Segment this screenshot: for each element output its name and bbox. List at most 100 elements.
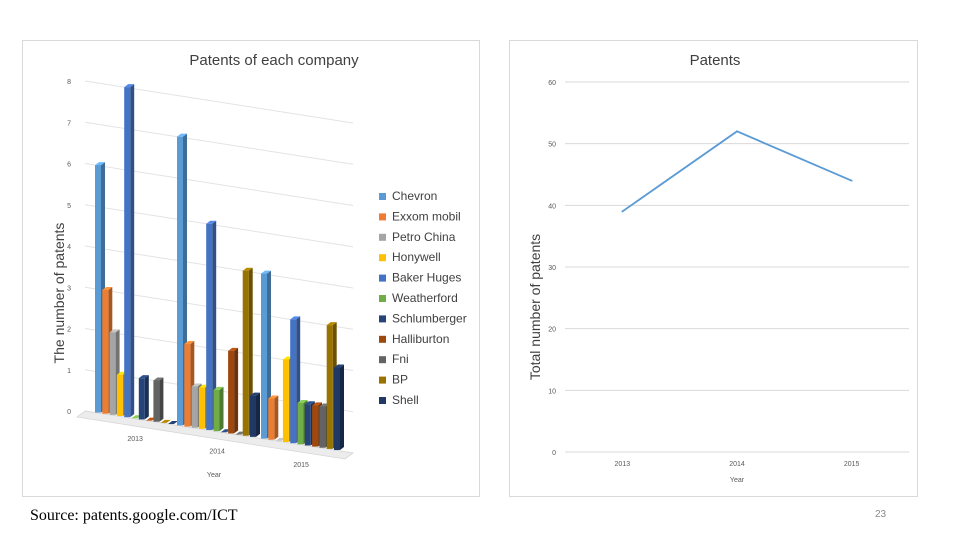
bar-chart-y-tick-label: 6: [67, 162, 71, 169]
line-chart-panel: Patents Total number of patents Year 0 10…: [509, 40, 918, 497]
legend-swatch-chevron: [379, 193, 386, 200]
bar-side-halliburton-2014: [234, 347, 239, 434]
bar-side-shell-2015: [340, 364, 344, 451]
legend-swatch-shell: [379, 397, 386, 404]
bar-side-bp-2014: [248, 267, 253, 436]
bar-side-schlumberger-2013: [144, 375, 149, 420]
bar-top-chevron-2013: [95, 162, 105, 166]
bar-side-exxom-mobil-2015: [274, 395, 279, 440]
bar-top-fni-2013: [153, 377, 164, 381]
bar-top-halliburton-2014: [228, 347, 239, 351]
bar-top-schlumberger-2013: [138, 375, 149, 379]
bar-top-petro-china-2014: [191, 383, 202, 387]
bar-top-weatherford-2015: [297, 400, 308, 404]
line-chart-y-tick-label: 30: [548, 265, 556, 272]
line-chart-y-tick-label: 60: [548, 80, 556, 87]
legend-label-shell: Shell: [392, 393, 419, 407]
line-chart-x-tick-label: 2015: [844, 461, 860, 468]
legend-label-fni: Fni: [392, 352, 409, 366]
bar-top-chevron-2015: [261, 270, 271, 274]
bar-honywell-2015: [282, 359, 289, 443]
bar-top-baker-huges-2013: [124, 84, 135, 88]
bar-side-fni-2013: [159, 377, 164, 422]
bar-chart-x-ticks: 2013 2014 2015: [127, 436, 309, 469]
line-chart-y-tick-label: 20: [548, 327, 556, 334]
bar-top-shell-2014: [250, 392, 260, 396]
bar-top-bp-2013: [160, 419, 171, 423]
bar-weatherford-2014: [213, 389, 220, 432]
line-chart-series: [621, 130, 853, 213]
line-chart-x-ticks: 2013 2014 2015: [615, 461, 860, 468]
bar-chart-y-tick-label: 2: [67, 327, 71, 334]
bar-exxom-mobil-2015: [268, 398, 275, 440]
bar-top-shell-2013: [168, 421, 178, 425]
bar-top-baker-huges-2014: [206, 220, 217, 224]
line-chart-y-ticks: 0 10 20 30 40 50 60: [548, 80, 556, 457]
bar-baker-huges-2015: [290, 319, 297, 444]
bar-chart-x-tick-label: 2015: [293, 462, 309, 469]
bar-exxom-mobil-2014: [184, 344, 191, 427]
bar-chart-panel: Patents of each company The number of pa…: [22, 40, 480, 497]
bar-chart-y-tick-label: 4: [67, 244, 71, 251]
legend-swatch-petro-china: [379, 233, 386, 241]
legend-swatch-halliburton: [379, 335, 386, 343]
bar-chevron-2015: [261, 273, 267, 439]
bar-baker-huges-2013: [124, 87, 131, 418]
bar-honywell-2014: [198, 387, 205, 429]
bar-top-weatherford-2014: [213, 386, 224, 390]
bar-chart-bars: [95, 84, 344, 451]
bar-top-schlumberger-2015: [304, 401, 315, 405]
legend-label-halliburton: Halliburton: [392, 332, 449, 346]
line-point-2014: [736, 130, 738, 133]
line-chart-y-axis-label: Total number of patents: [527, 234, 543, 380]
bar-chart-x-axis-label: Year: [207, 472, 222, 479]
legend-label-honywell: Honywell: [392, 250, 441, 264]
line-chart-x-tick-label: 2014: [729, 461, 745, 468]
bar-chart-y-tick-label: 7: [67, 120, 71, 127]
bar-side-shell-2014: [256, 392, 260, 437]
legend-label-schlumberger: Schlumberger: [392, 311, 467, 325]
bar-shell-2015: [334, 367, 340, 451]
bar-top-chevron-2014: [177, 133, 187, 137]
bar-side-baker-huges-2014: [212, 220, 217, 430]
bar-shell-2014: [250, 395, 256, 437]
bar-top-exxom-mobil-2013: [102, 286, 113, 290]
bar-top-bp-2015: [326, 322, 337, 326]
legend-label-petro-china: Petro China: [392, 230, 456, 244]
bar-side-weatherford-2014: [219, 386, 224, 432]
bar-top-baker-huges-2015: [290, 316, 301, 320]
legend-label-exxom-mobil: Exxom mobil: [392, 209, 461, 223]
legend-swatch-fni: [379, 356, 386, 364]
bar-schlumberger-2015: [304, 404, 311, 446]
bar-honywell-2013: [116, 374, 123, 416]
bar-chart-y-ticks: 0 1 2 3 4 5 6 7 8: [67, 79, 71, 416]
bar-bp-2014: [242, 270, 249, 436]
source-caption: Source: patents.google.com/ICT: [30, 507, 238, 524]
bar-chart-y-tick-label: 3: [67, 285, 71, 292]
bar-chart-y-tick-label: 0: [67, 409, 71, 416]
bar-chart-title: Patents of each company: [189, 52, 359, 69]
bar-top-exxom-mobil-2014: [184, 341, 195, 345]
page-number: 23: [875, 509, 887, 520]
line-chart: Patents Total number of patents Year 0 10…: [527, 52, 909, 484]
legend-swatch-schlumberger: [379, 315, 386, 323]
bar-halliburton-2014: [228, 350, 235, 434]
legend-swatch-bp: [379, 376, 386, 384]
bar-chart-legend: Chevron Exxom mobil Petro China Honywell Bak…: [379, 189, 467, 407]
legend-swatch-weatherford: [379, 295, 386, 302]
bar-top-petro-china-2013: [109, 329, 120, 333]
line-chart-y-tick-label: 50: [548, 142, 556, 149]
bar-bp-2015: [326, 325, 333, 449]
bar-top-halliburton-2015: [312, 402, 323, 406]
line-chart-x-tick-label: 2013: [615, 461, 631, 468]
line-chart-x-axis-label: Year: [730, 477, 745, 484]
legend-label-weatherford: Weatherford: [392, 291, 458, 305]
bar-chart-y-tick-label: 1: [67, 368, 71, 375]
bar-chart-floor: [76, 410, 354, 460]
bar-chart: Patents of each company The number of pa…: [51, 52, 467, 479]
bar-top-exxom-mobil-2015: [268, 395, 279, 399]
bar-fni-2013: [153, 380, 160, 422]
legend-swatch-baker-huges: [379, 274, 386, 282]
line-chart-title: Patents: [690, 52, 741, 69]
legend-swatch-exxom-mobil: [379, 213, 386, 221]
